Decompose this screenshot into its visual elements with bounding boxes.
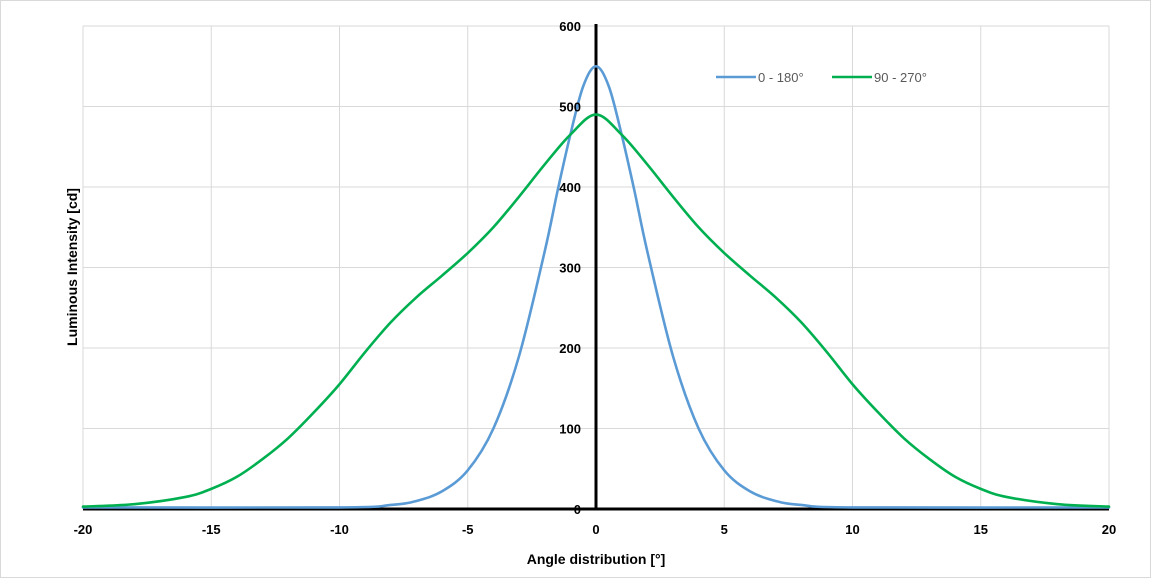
legend-label: 90 - 270°: [874, 70, 927, 85]
y-tick-label: 200: [559, 341, 581, 356]
y-tick-label: 500: [559, 100, 581, 115]
y-tick-label: 400: [559, 180, 581, 195]
x-tick-label: 0: [592, 522, 599, 537]
x-axis-title: Angle distribution [°]: [527, 551, 666, 567]
y-tick-label: 600: [559, 19, 581, 34]
x-tick-label: 5: [721, 522, 728, 537]
x-tick-label: -15: [202, 522, 221, 537]
x-tick-label: 10: [845, 522, 859, 537]
y-axis-title: Luminous Intensity [cd]: [64, 188, 80, 346]
legend-label: 0 - 180°: [758, 70, 804, 85]
x-tick-label: -10: [330, 522, 349, 537]
x-tick-label: -5: [462, 522, 474, 537]
x-tick-label: 15: [974, 522, 988, 537]
legend-item-1: 0 - 180°: [716, 70, 804, 85]
x-tick-label: -20: [74, 522, 93, 537]
legend-item-2: 90 - 270°: [832, 70, 927, 85]
x-tick-label: 20: [1102, 522, 1116, 537]
legend: 0 - 180° 90 - 270°: [716, 70, 927, 85]
y-tick-label: 100: [559, 422, 581, 437]
axes-layer: [83, 24, 1109, 509]
y-tick-label: 0: [574, 502, 581, 517]
y-tick-label: 300: [559, 261, 581, 276]
